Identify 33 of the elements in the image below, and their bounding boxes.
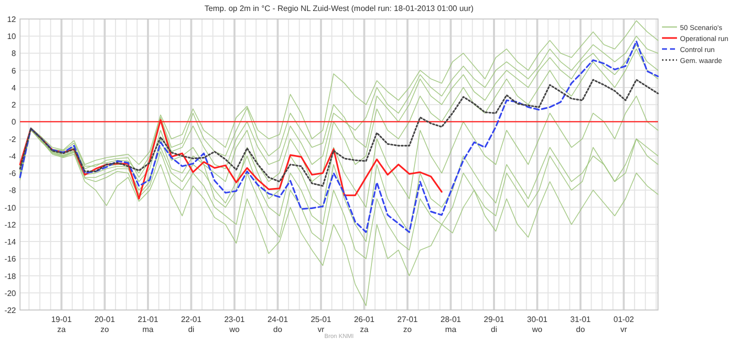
- x-tick-label: 26-01 za: [354, 315, 376, 334]
- x-tick-label: 22-01 di: [180, 315, 202, 334]
- y-tick-label: -20: [4, 288, 17, 298]
- x-tick-label: 31-01 do: [570, 315, 592, 334]
- chart-title: Temp. op 2m in °C - Regio NL Zuid-West (model run: 18-01-2013 01:00 uur): [204, 4, 474, 13]
- y-tick-label: -22: [4, 306, 17, 315]
- y-tick-label: 4: [12, 83, 17, 92]
- y-tick-label: 2: [12, 100, 17, 110]
- x-tick-label: 24-01 do: [267, 315, 288, 334]
- x-tick-label: 30-01 wo: [527, 315, 548, 334]
- x-tick-label: 28-01 ma: [440, 315, 462, 334]
- x-tick-label: 21-01 ma: [138, 315, 159, 334]
- y-tick-label: -18: [4, 272, 17, 281]
- x-tick-label: 23-01 wo: [224, 315, 246, 334]
- y-tick-label: 6: [12, 66, 17, 76]
- x-tick-label: 01-02 vr: [614, 315, 635, 334]
- x-tick-label: 29-01 di: [484, 315, 505, 334]
- x-tick-label: 25-01 vr: [310, 315, 332, 334]
- x-tick-label: 20-01 zo: [94, 315, 116, 334]
- x-tick-label: 19-01 za: [51, 315, 72, 334]
- y-tick-label: 8: [12, 49, 17, 58]
- y-tick-label: -16: [4, 254, 17, 264]
- y-tick-label: -2: [8, 134, 17, 144]
- y-tick-label: -14: [4, 238, 17, 247]
- x-tick-label: 27-01 zo: [397, 315, 418, 334]
- y-tick-label: 0: [12, 118, 17, 127]
- y-tick-label: 12: [7, 15, 17, 24]
- y-tick-label: -6: [8, 169, 17, 178]
- y-tick-label: -8: [8, 186, 17, 196]
- y-tick-label: 10: [7, 32, 17, 42]
- y-tick-label: -10: [4, 203, 17, 212]
- y-tick-label: -4: [8, 152, 17, 161]
- y-tick-label: -12: [4, 220, 17, 230]
